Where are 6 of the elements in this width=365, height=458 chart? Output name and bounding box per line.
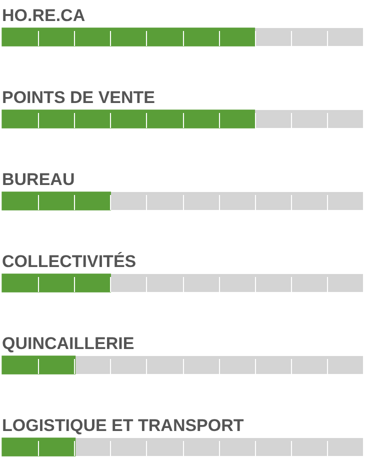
y-tick-label: POINTS DE VENTE [2,88,156,107]
y-tick-label: BUREAU [2,170,75,189]
y-tick-label: LOGISTIQUE ET TRANSPORT [2,416,244,435]
y-tick-label: HO.RE.CA [2,6,86,25]
y-tick-label: COLLECTIVITÉS [2,251,136,271]
y-tick-label: QUINCAILLERIE [2,334,134,353]
